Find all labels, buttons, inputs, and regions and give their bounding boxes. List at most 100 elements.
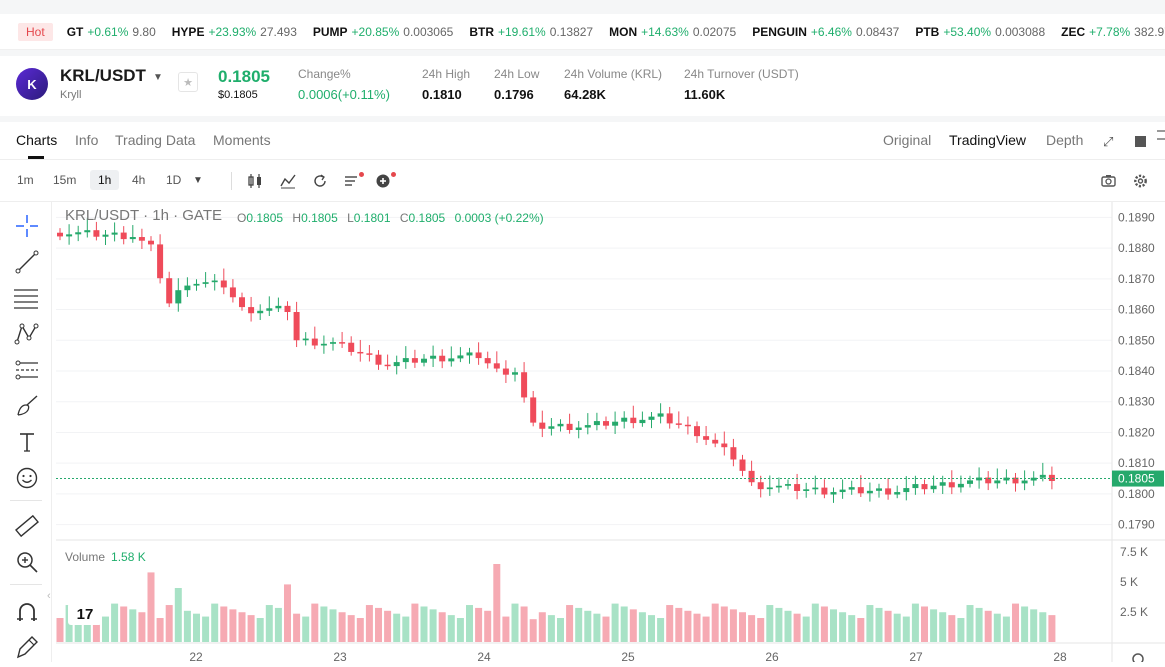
volume-bar [1030,609,1038,642]
volume-bar [83,610,91,642]
view-tradingview[interactable]: TradingView [949,132,1027,148]
tradingview-logo: 17 [68,603,102,625]
trendline-icon[interactable] [14,249,40,275]
magnet-icon[interactable] [14,599,40,625]
tab-charts[interactable]: Charts [16,132,58,148]
ticker-item[interactable]: PUMP +20.85% 0.003065 [313,25,453,39]
volume-bar [447,615,455,642]
volume-bar [311,603,319,642]
zoom-in-icon[interactable] [14,549,40,575]
ticker-sym: PTB [915,24,940,39]
candle-type-icon[interactable] [246,172,264,190]
price-chart[interactable]: 0.1890 0.1880 0.1870 0.1860 0.1850 0.1840 0.18… [52,202,1165,665]
volume-bar [393,613,401,642]
candle-body [675,423,682,425]
timeframe-dropdown-icon[interactable]: ▼ [193,175,203,186]
volume-bar [129,609,137,642]
emoji-icon[interactable] [14,465,40,491]
prediction-icon[interactable] [13,357,41,383]
volume-tick-label: 7.5 K [1120,545,1148,559]
add-icon[interactable] [375,172,393,190]
candle-body [684,424,691,427]
tab-info[interactable]: Info [75,132,99,148]
timeframe-15m[interactable]: 15m [53,173,77,187]
candle-body [266,308,273,311]
volume-bar [775,607,783,642]
ruler-icon[interactable] [14,513,40,539]
candle-body [1003,477,1010,481]
fib-retracement-icon[interactable] [13,285,41,311]
volume-bar [629,609,637,642]
volume-bar [420,606,428,642]
volume-bar [484,610,492,642]
ohlc-close-key: C [399,211,409,225]
volume-bar [165,605,173,642]
view-original[interactable]: Original [883,132,932,148]
volume-bar [975,607,983,642]
candle-body [721,443,728,448]
ticker-item[interactable]: HYPE +23.93% 27.493 [172,25,297,39]
tab-trading-data[interactable]: Trading Data [115,132,196,148]
text-icon[interactable] [14,429,40,455]
candle-body [948,482,955,488]
settings-gear-icon[interactable] [1132,173,1149,189]
ticker-item[interactable]: PENGUIN +6.46% 0.08437 [752,25,899,39]
ticker-item[interactable]: BTR +19.61% 0.13827 [469,25,593,39]
candle-body [402,358,409,363]
favorite-star-icon[interactable]: ★ [178,72,198,92]
volume-bar [1002,616,1010,642]
lock-drawings-icon[interactable] [14,635,40,661]
candle-body [757,482,764,490]
volume-label: Volume [65,550,106,564]
timeframe-1d[interactable]: 1D [166,173,182,187]
volume-bar [538,612,546,642]
pair-selector[interactable]: KRL/USDT [60,66,146,85]
crosshair-icon[interactable] [14,213,40,239]
volume-bar [502,616,510,642]
sidebar-collapse-icon[interactable]: ‹ [47,590,51,602]
volume-bar [930,609,938,642]
volume-bar [793,613,801,642]
candle-body [466,352,473,356]
templates-icon[interactable] [343,172,361,190]
timeframe-1h[interactable]: 1h [90,170,120,190]
y-tick-label: 0.1800 [1118,487,1155,501]
hot-badge[interactable]: Hot [18,22,53,41]
ohlc-high-key: H [292,211,302,225]
volume-bar [984,610,992,642]
ticker-px: 27.493 [260,24,297,39]
menu-icon[interactable] [1157,130,1165,140]
ticker-item[interactable]: GT +0.61% 9.80 [67,25,156,39]
volume-bar [120,606,128,642]
timeframe-4h[interactable]: 4h [132,173,146,187]
x-tick-label: 22 [189,650,203,662]
volume-bar [238,612,246,642]
volume-bar [702,616,710,642]
candle-body [630,417,637,424]
timeframe-1m[interactable]: 1m [17,173,34,187]
chevron-down-icon[interactable]: ▼ [153,72,163,83]
pattern-icon[interactable] [14,321,40,347]
chart-area[interactable]: 0.1890 0.1880 0.1870 0.1860 0.1850 0.1840 0.18… [52,202,1165,665]
reset-icon[interactable] [311,172,329,190]
candle-body [1012,477,1019,484]
ticker-sym: HYPE [171,24,205,39]
tab-moments[interactable]: Moments [213,132,271,148]
candle-body [448,358,455,362]
stat-label: Change% [298,67,351,81]
candle-body [93,230,100,237]
volume-bar [438,612,446,642]
volume-bar [347,615,355,642]
expand-icon[interactable]: ⤢ [1103,134,1114,149]
ticker-item[interactable]: ZEC+7.78%382.97 [1061,25,1165,39]
brush-icon[interactable] [14,393,40,419]
ticker-item[interactable]: MON +14.63% 0.02075 [609,25,736,39]
layout-square-icon[interactable] [1135,136,1146,147]
candle-body [1030,477,1037,481]
volume-bar [211,603,219,642]
view-depth[interactable]: Depth [1046,132,1084,148]
candle-body [1048,474,1055,482]
indicators-icon[interactable] [279,172,297,190]
camera-icon[interactable] [1100,173,1117,189]
ticker-item[interactable]: PTB +53.40% 0.003088 [915,25,1045,39]
